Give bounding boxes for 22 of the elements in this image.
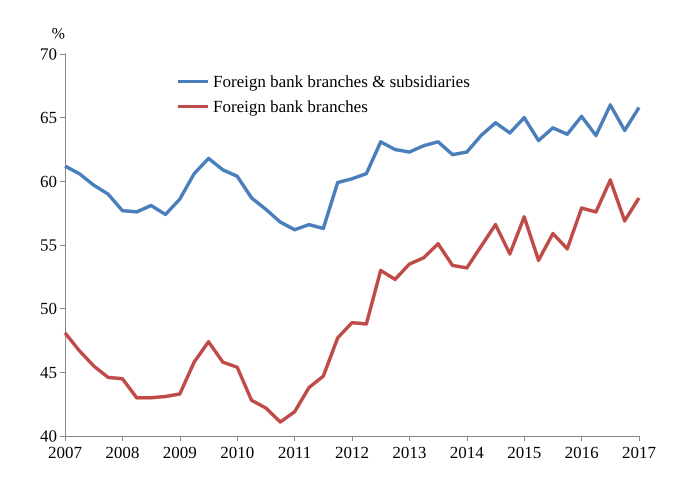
legend-label: Foreign bank branches — [213, 97, 368, 116]
x-tick-label: 2009 — [162, 443, 197, 462]
y-tick-label: 60 — [40, 172, 57, 191]
x-tick-label: 2017 — [622, 443, 656, 462]
x-tick-label: 2014 — [450, 443, 484, 462]
y-tick-label: 45 — [40, 362, 57, 382]
line-series — [63, 178, 641, 424]
x-tick-label: 2015 — [507, 443, 542, 462]
x-tick-label: 2016 — [564, 443, 599, 462]
y-tick-label: 65 — [40, 108, 57, 128]
y-axis-title: % — [52, 26, 65, 42]
y-tick-label: 70 — [40, 44, 57, 64]
x-tick-label: 2013 — [392, 443, 426, 462]
x-tick-label: 2007 — [48, 443, 82, 462]
legend-label: Foreign bank branches & subsidiaries — [213, 72, 470, 91]
y-tick-label: 50 — [40, 299, 57, 318]
x-tick-label: 2008 — [105, 443, 140, 462]
x-tick-label: 2010 — [220, 443, 254, 462]
y-tick-label: 40 — [40, 426, 57, 446]
x-tick-label: 2012 — [335, 443, 369, 462]
y-tick-label: 55 — [40, 236, 57, 254]
x-tick-label: 2011 — [278, 443, 312, 462]
